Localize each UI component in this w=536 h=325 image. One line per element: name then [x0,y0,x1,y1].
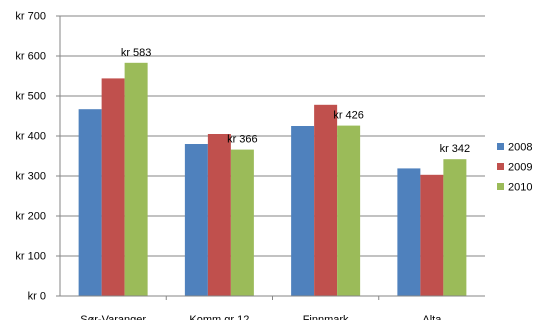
x-category-label: Alta [422,314,442,320]
data-label: kr 426 [333,110,364,122]
legend: 2008 2009 2010 [497,142,532,194]
x-category-label: Komm.gr 12 [189,314,249,320]
bar-2009 [420,174,444,296]
y-tick-label: kr 400 [15,131,46,143]
y-tick-label: kr 500 [15,91,46,103]
bar-2010 [443,159,467,296]
y-tick-label: kr 200 [15,211,46,223]
y-tick-label: kr 300 [15,171,46,183]
y-axis-tick-labels: kr 0 kr 100 kr 200 kr 300 kr 400 kr 500 kr 600… [15,11,46,303]
legend-swatch-2010 [497,183,504,190]
y-tick-label: kr 100 [15,251,46,263]
y-tick-label: kr 700 [15,11,46,23]
y-tick-label: kr 600 [15,51,46,63]
x-axis-category-labels: Sør-Varanger Komm.gr 12 Finnmark Alta [80,296,442,325]
data-labels: kr 583 kr 366 kr 426 kr 342 [121,47,470,155]
bar-2010 [230,149,254,296]
bar-2010 [124,62,148,296]
y-tick-label: kr 0 [28,291,46,303]
bar-2008 [184,144,208,296]
bar-2008 [78,109,102,296]
x-category-label: Finnmark [303,314,349,320]
data-label: kr 342 [440,143,471,155]
legend-swatch-2009 [497,163,504,170]
legend-label: 2008 [508,142,532,154]
bar-2009 [101,78,125,297]
bar-2008 [291,126,315,296]
data-label: kr 583 [121,47,152,59]
bar-2008 [397,168,421,296]
legend-label: 2009 [508,162,532,174]
legend-label: 2010 [508,182,532,194]
bars [78,62,467,297]
legend-swatch-2008 [497,143,504,150]
x-category-label: Sør-Varanger [80,314,146,320]
data-label: kr 366 [227,134,258,146]
bar-2009 [207,134,231,296]
bar-2009 [314,104,338,296]
bar-2010 [337,125,361,296]
